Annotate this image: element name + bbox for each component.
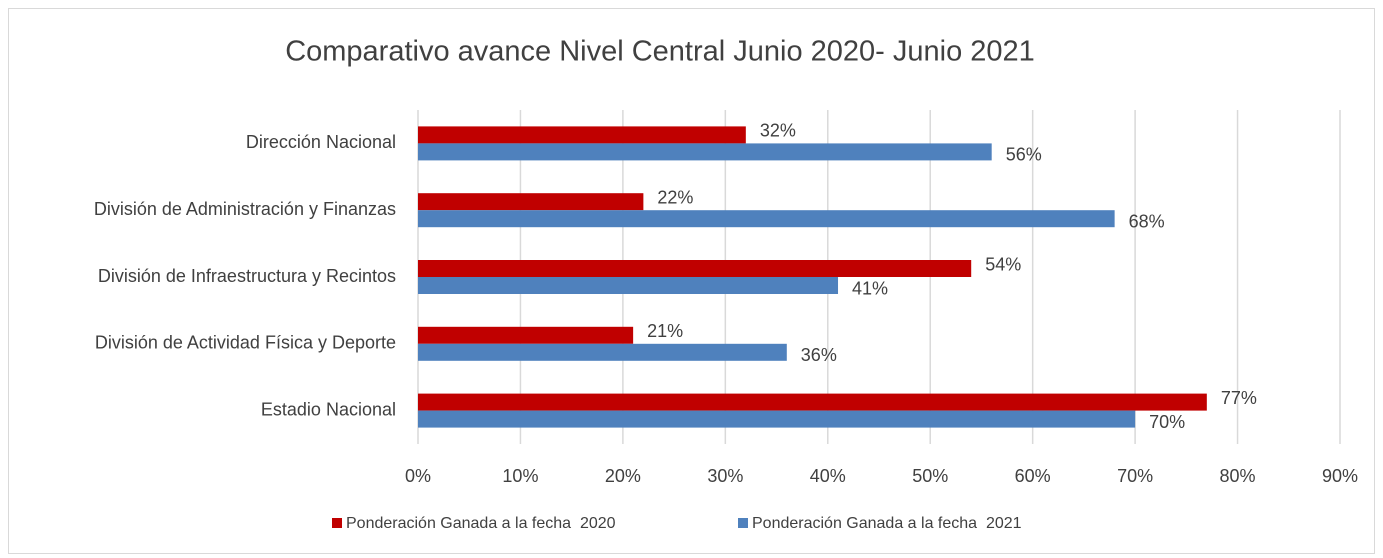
- bar: [418, 326, 634, 344]
- x-tick-label: 10%: [502, 466, 538, 486]
- bar: [418, 393, 1207, 411]
- bar: [418, 193, 644, 211]
- legend-text: Ponderación Ganada a la fecha 2020: [346, 515, 616, 532]
- data-label: 56%: [1006, 145, 1042, 165]
- x-tick-label: 70%: [1117, 466, 1153, 486]
- bar: [418, 210, 1115, 228]
- y-tick-label: División de Infraestructura y Recintos: [98, 266, 396, 286]
- data-label: 22%: [657, 187, 693, 207]
- y-tick-label: División de Administración y Finanzas: [94, 199, 396, 219]
- chart-title: Comparativo avance Nivel Central Junio 2…: [285, 36, 1035, 68]
- x-tick-label: 40%: [810, 466, 846, 486]
- x-tick-label: 60%: [1015, 466, 1051, 486]
- data-label: 36%: [801, 345, 837, 365]
- legend-swatch: [738, 518, 748, 528]
- bar: [418, 260, 972, 277]
- x-tick-label: 0%: [405, 466, 431, 486]
- x-tick-label: 80%: [1220, 466, 1256, 486]
- x-tick-label: 90%: [1322, 466, 1358, 486]
- data-label: 68%: [1129, 211, 1165, 231]
- data-label: 77%: [1221, 388, 1257, 408]
- data-label: 21%: [647, 321, 683, 341]
- y-tick-label: Dirección Nacional: [246, 132, 396, 152]
- legend-swatch: [332, 518, 342, 528]
- bar: [418, 343, 787, 361]
- x-tick-label: 50%: [912, 466, 948, 486]
- bar: [418, 277, 839, 294]
- bar: [418, 126, 746, 144]
- y-tick-label: División de Actividad Física y Deporte: [95, 333, 396, 353]
- bar: [418, 143, 992, 161]
- y-tick-label: Estadio Nacional: [261, 399, 396, 419]
- data-label: 41%: [852, 278, 888, 298]
- data-label: 32%: [760, 121, 796, 141]
- legend-text: Ponderación Ganada a la fecha 2021: [752, 515, 1022, 532]
- x-tick-label: 20%: [605, 466, 641, 486]
- data-label: 54%: [985, 254, 1021, 274]
- data-label: 70%: [1149, 412, 1185, 432]
- x-tick-label: 30%: [707, 466, 743, 486]
- bar: [418, 410, 1136, 428]
